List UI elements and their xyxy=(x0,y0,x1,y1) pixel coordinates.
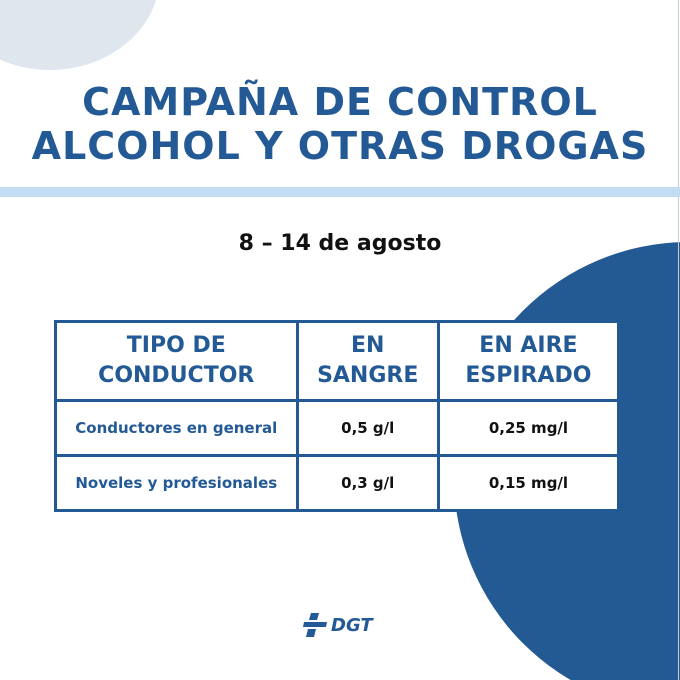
dgt-logo: DGT xyxy=(302,612,373,638)
row-label: Conductores en general xyxy=(54,399,299,457)
campaign-dates: 8 – 14 de agosto xyxy=(238,231,442,256)
header-driver-type: TIPO DE CONDUCTOR xyxy=(54,320,299,402)
header-blood-line1: EN xyxy=(350,333,385,358)
table-row: Conductores en general 0,5 g/l 0,25 mg/l xyxy=(54,399,621,457)
header-exhaled-air: EN AIRE ESPIRADO xyxy=(436,320,621,402)
air-limit: 0,25 mg/l xyxy=(436,399,621,457)
title-line-2: ALCOHOL Y OTRAS DROGAS xyxy=(31,124,649,168)
row-label: Noveles y profesionales xyxy=(54,454,299,512)
title-line-1: CAMPAÑA DE CONTROL xyxy=(82,80,598,124)
blood-limit: 0,5 g/l xyxy=(295,399,440,457)
header-driver-type-line2: CONDUCTOR xyxy=(98,363,255,388)
header-air-line1: EN AIRE xyxy=(479,333,578,358)
frame-edge xyxy=(678,0,679,680)
header-blood: EN SANGRE xyxy=(295,320,440,402)
divider-bar xyxy=(0,187,680,197)
alcohol-limits-table: TIPO DE CONDUCTOR EN SANGRE EN AIRE ESPI… xyxy=(54,320,621,512)
dgt-cross-icon xyxy=(303,613,327,637)
blood-limit: 0,3 g/l xyxy=(295,454,440,512)
page-title: CAMPAÑA DE CONTROL ALCOHOL Y OTRAS DROGA… xyxy=(0,80,680,168)
table-row: Noveles y profesionales 0,3 g/l 0,15 mg/… xyxy=(54,454,621,512)
logo-text: DGT xyxy=(331,614,373,636)
corner-decoration xyxy=(0,0,160,70)
header-driver-type-line1: TIPO DE xyxy=(126,333,226,358)
air-limit: 0,15 mg/l xyxy=(436,454,621,512)
table-header-row: TIPO DE CONDUCTOR EN SANGRE EN AIRE ESPI… xyxy=(54,320,621,402)
header-air-line2: ESPIRADO xyxy=(465,363,592,388)
header-blood-line2: SANGRE xyxy=(317,363,419,388)
